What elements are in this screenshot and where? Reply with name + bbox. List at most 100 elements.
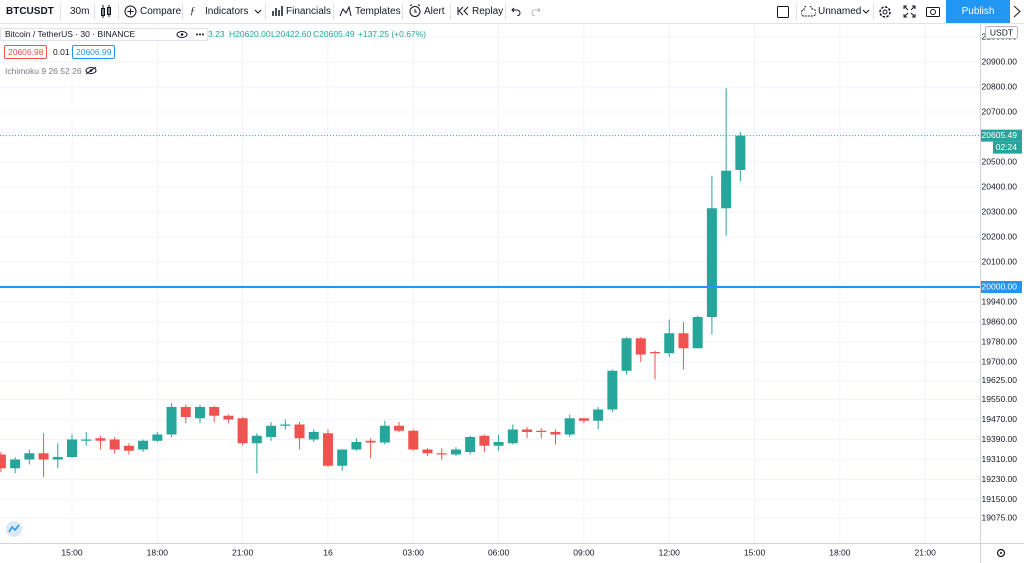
layout-name[interactable]: Unnamed: [818, 6, 862, 17]
candle-body: [81, 439, 92, 441]
candle-body: [237, 418, 248, 444]
candle-body: [180, 407, 191, 417]
indicator-hidden-icon[interactable]: [85, 66, 97, 75]
settings-icon[interactable]: [878, 5, 892, 19]
candle-body: [578, 418, 589, 421]
panel-toggle[interactable]: [1011, 5, 1023, 18]
compare-icon[interactable]: [124, 5, 137, 18]
candle-body: [450, 449, 461, 455]
separator: [60, 3, 61, 20]
candle-body: [607, 370, 618, 410]
y-tick-label: 20400.00: [982, 181, 1018, 191]
legend-icons[interactable]: [176, 29, 206, 40]
indicators[interactable]: Indicators: [205, 6, 249, 17]
financials-icon[interactable]: [271, 5, 283, 17]
candle-body: [493, 442, 504, 446]
ask[interactable]: 20606.99: [72, 45, 116, 59]
replay-icon[interactable]: [457, 6, 469, 16]
candle-body: [394, 425, 405, 431]
publish-button[interactable]: Publish: [946, 0, 1010, 23]
x-tick-label: 21:00: [915, 547, 937, 557]
templates-icon[interactable]: [339, 5, 352, 17]
y-tick-label: 19780.00: [982, 336, 1018, 346]
candle-body: [365, 440, 376, 443]
financials[interactable]: Financials: [286, 6, 332, 17]
x-tick-label: 03:00: [403, 547, 425, 557]
undo-redo[interactable]: [511, 6, 541, 16]
logo[interactable]: [6, 521, 22, 537]
y-tick-label: 20300.00: [982, 206, 1018, 216]
y-tick-label: 20200.00: [982, 231, 1018, 241]
compare[interactable]: Compare: [140, 6, 182, 17]
symbol[interactable]: BTCUSDT: [6, 6, 54, 17]
ohlc-change: +137.25 (+0.67%): [358, 29, 427, 39]
ohlc-open: 3.23: [208, 29, 225, 39]
candle-body: [635, 338, 646, 355]
separator: [873, 3, 874, 20]
indicator-label: Ichimoku 9 26 52 26: [5, 66, 82, 76]
candle-body: [152, 434, 163, 441]
ohlc-high: H20620.00: [229, 29, 271, 39]
x-tick-label: 06:00: [488, 547, 510, 557]
settings-icon[interactable]: [996, 548, 1006, 558]
alert[interactable]: Alert: [424, 6, 445, 17]
candle-body: [266, 425, 277, 437]
indicators-icon[interactable]: ƒ: [190, 6, 195, 17]
candle-body: [436, 453, 447, 455]
candle-body: [280, 424, 291, 426]
candle-body: [593, 409, 604, 421]
separator: [182, 3, 183, 20]
y-tick-label: 19310.00: [982, 454, 1018, 464]
candle-body: [294, 424, 305, 439]
cloud-icon[interactable]: [801, 6, 816, 17]
candle-body: [337, 449, 348, 466]
legend-box[interactable]: [0, 28, 208, 41]
separator: [94, 3, 95, 20]
chart-type-icon[interactable]: [100, 5, 112, 19]
candle-body: [0, 454, 6, 469]
bid[interactable]: 20606.98: [4, 45, 48, 59]
dropdown-icon[interactable]: [254, 9, 262, 15]
last-price-label: 20605.49: [982, 130, 1018, 140]
x-tick-label: 21:00: [232, 547, 254, 557]
replay[interactable]: Replay: [472, 6, 504, 17]
x-tick-label: 18:00: [147, 547, 169, 557]
chart-background: [0, 24, 1024, 563]
y-tick-label: 19625.00: [982, 375, 1018, 385]
toolbar: BTCUSDT 30m Compare ƒ Indicators Financi…: [0, 0, 1024, 24]
y-tick-label: 20500.00: [982, 156, 1018, 166]
interval[interactable]: 30m: [70, 6, 90, 17]
candle-body: [479, 435, 490, 446]
alert-icon[interactable]: [408, 4, 422, 18]
separator: [118, 3, 119, 20]
screenshot-icon[interactable]: [926, 5, 940, 17]
fullscreen-icon[interactable]: [903, 5, 916, 18]
candle-body: [692, 317, 703, 349]
candle-body: [95, 438, 106, 441]
horizontal-line-label: 20000.00: [982, 281, 1018, 291]
dropdown-icon[interactable]: [862, 9, 870, 15]
y-tick-label: 20100.00: [982, 256, 1018, 266]
separator: [796, 3, 797, 20]
candle-body: [138, 440, 149, 450]
separator: [505, 3, 506, 20]
y-tick-label: 19550.00: [982, 394, 1018, 404]
candle-body: [10, 459, 21, 469]
candle-body: [621, 338, 632, 371]
instrument: Bitcoin / TetherUS · 30 · BINANCE: [5, 29, 136, 39]
candle-body: [536, 430, 547, 432]
y-tick-label: 19860.00: [982, 316, 1018, 326]
templates[interactable]: Templates: [355, 6, 401, 17]
ohlc-low: L20422.60: [271, 29, 312, 39]
candle-body: [109, 439, 120, 450]
candle-body: [706, 208, 717, 317]
x-tick-label: 15:00: [744, 547, 766, 557]
candle-body: [123, 445, 134, 451]
candle-body: [650, 352, 661, 354]
ohlc-close: C20605.49: [313, 29, 355, 39]
candle-body: [564, 418, 575, 435]
y-tick-label: 20700.00: [982, 106, 1018, 116]
watchlist-toggle[interactable]: [777, 6, 789, 18]
